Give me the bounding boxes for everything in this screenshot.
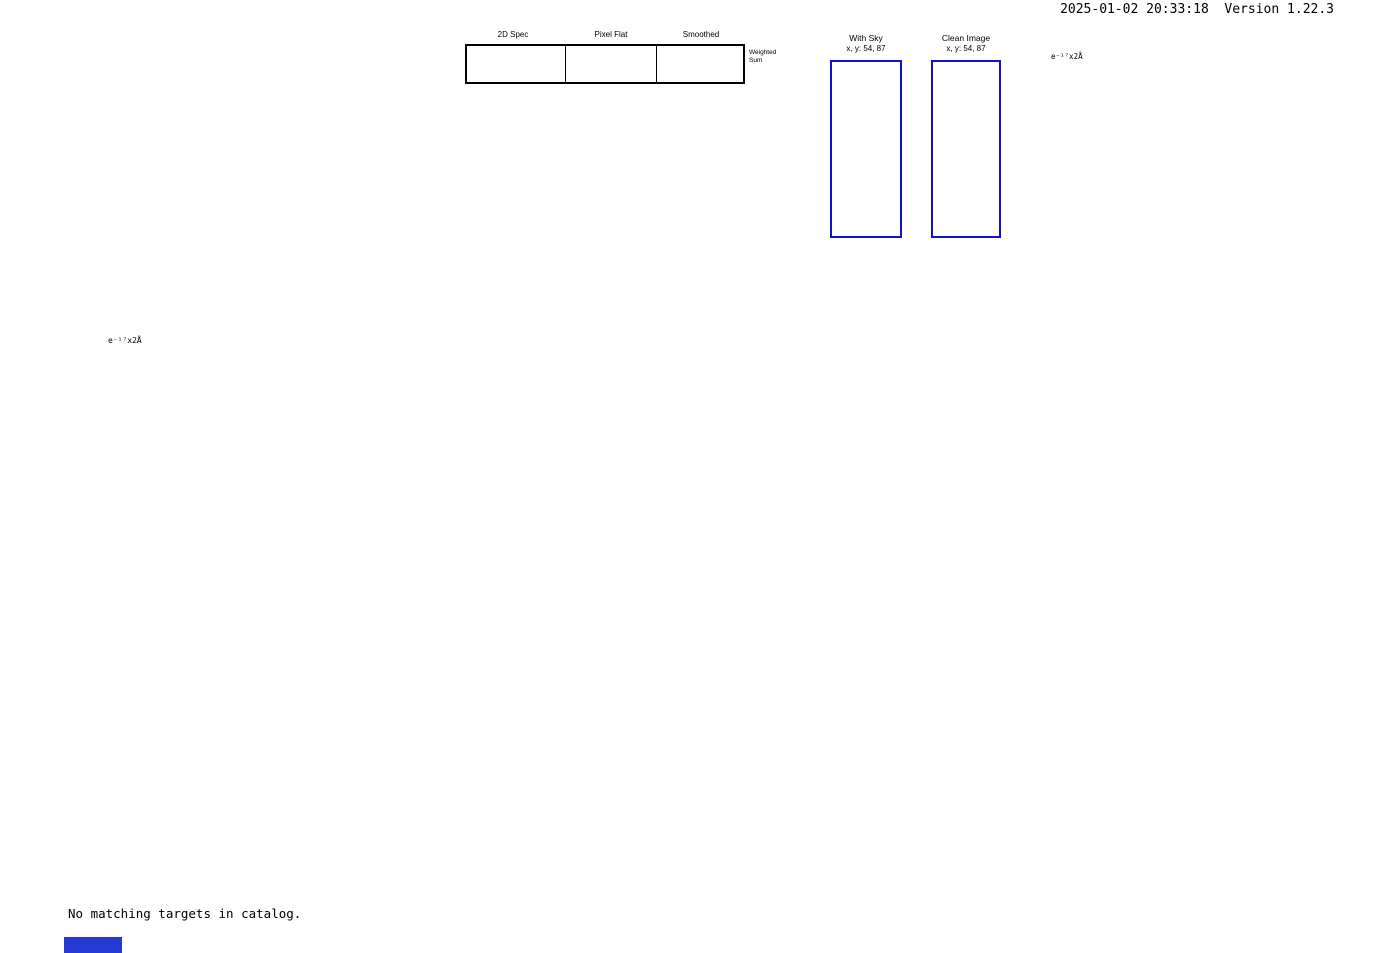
with-sky-image xyxy=(830,60,902,238)
with-sky-xy: x, y: 54, 87 xyxy=(846,44,886,53)
spec2d-col-title-pixelflat: Pixel Flat xyxy=(594,30,628,39)
weighted-sum-flat-panel xyxy=(565,46,657,82)
full-spectrum-chart xyxy=(60,340,1340,450)
weighted-sum-smoothed-canvas xyxy=(657,46,743,82)
header-timestamp-version: 2025-01-02 20:33:18 Version 1.22.3 xyxy=(1060,2,1334,17)
blue-bar-decoration xyxy=(64,937,122,953)
zoom-spectrum-chart xyxy=(1008,44,1338,236)
weighted-sum-2d-canvas xyxy=(467,46,565,82)
with-sky-title: With Sky xyxy=(849,33,883,43)
clean-image-xy: x, y: 54, 87 xyxy=(946,44,986,53)
weighted-sum-label-line2: Sum xyxy=(749,56,763,64)
clean-image xyxy=(931,60,1001,238)
footer-line-1: No matching targets in catalog. xyxy=(68,906,302,921)
spec2d-col-title-smoothed: Smoothed xyxy=(682,30,720,39)
clean-image-title: Clean Image xyxy=(941,33,991,43)
footer-notes: No matching targets in catalog. Row inte… xyxy=(68,875,301,953)
weighted-sum-label-line1: Weighted xyxy=(749,49,777,56)
spec2d-col-title-2dspec: 2D Spec xyxy=(497,30,529,39)
weighted-sum-box xyxy=(465,44,745,84)
weighted-sum-label: Weighted Sum xyxy=(749,49,776,64)
